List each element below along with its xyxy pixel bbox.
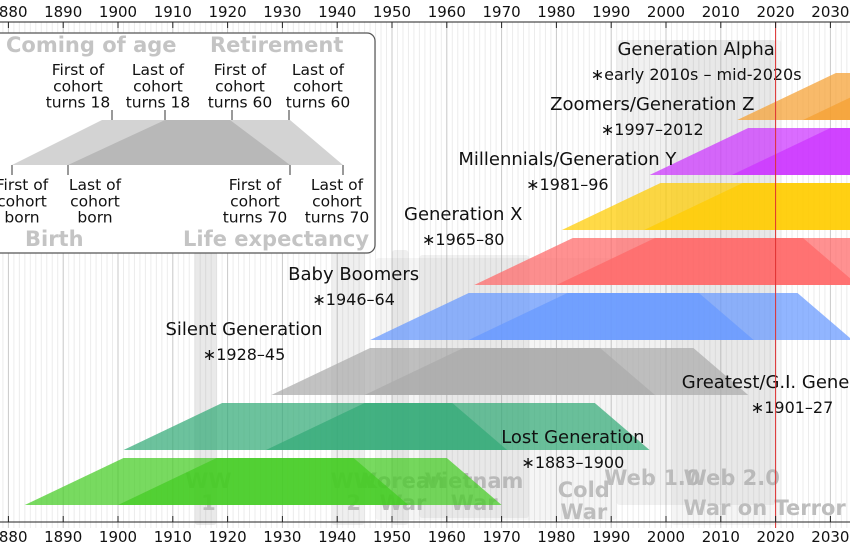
legend-box: Coming of age Retirement Birth Life expecta… [0,32,376,254]
cohort-first-shape [737,73,850,120]
event-label: Web 2.0 [684,466,780,490]
top-tick-label: 1910 [154,3,192,21]
bottom-tick-label: 1980 [537,528,575,546]
event-label: Cold War [558,478,610,524]
generation-name: Baby Boomers [288,264,419,285]
top-tick-label: 2010 [702,3,740,21]
legend-heading: Birth [25,227,84,251]
legend-overlap-shape [68,120,290,165]
top-tick-label: 1970 [483,3,521,21]
bottom-tick-label: 1880 [0,528,27,546]
bottom-tick-label: 1940 [318,528,356,546]
top-tick-label: 1950 [373,3,411,21]
event-label: War on Terror [684,496,847,520]
bottom-tick-label: 1920 [209,528,247,546]
bottom-tick-label: 1890 [44,528,82,546]
top-tick-label: 1930 [263,3,301,21]
top-tick-label: 1920 [209,3,247,21]
top-tick-label: 1900 [99,3,137,21]
bottom-tick-label: 1960 [428,528,466,546]
generation-name: Lost Generation [501,427,644,448]
year-axes: 1880 1880 1890 1890 1900 1900 1910 1910 1920 1920… [0,3,850,546]
bottom-tick-label: 2010 [702,528,740,546]
generation-dates: ∗1946–64 [312,290,394,309]
generation-name: Generation X [404,204,522,225]
generation-name: Generation Alpha [617,39,774,60]
legend-first-turns-60: First of cohort turns 60 [208,61,273,112]
generation-dates: ∗1928–45 [203,345,285,364]
bottom-tick-label: 1900 [99,528,137,546]
generation-dates: ∗1981–96 [526,175,608,194]
cohort-last-shape [731,128,850,175]
cohort-last-shape [644,183,850,230]
generation-dates: ∗early 2010s – mid-2020s [591,65,802,84]
generation-name: Zoomers/Generation Z [550,94,754,115]
generation-name: Millennials/Generation Y [458,149,677,170]
top-tick-label: 1960 [428,3,466,21]
cohort-last-shape [266,403,650,450]
bottom-tick-label: 2030 [811,528,849,546]
generation-dates: ∗1997–2012 [601,120,704,139]
top-tick-label: 2020 [757,3,795,21]
legend-heading: Coming of age [6,33,177,57]
bottom-tick-label: 1910 [154,528,192,546]
legend-first-born: First of cohort born [0,176,49,227]
top-tick-label: 1990 [592,3,630,21]
top-tick-label: 1980 [537,3,575,21]
legend-first-turns-18: First of cohort turns 18 [46,61,111,112]
event-band [194,250,217,525]
generation-name: Silent Generation [165,319,322,340]
generation-dates: ∗1965–80 [422,230,504,249]
cohort-last-shape [556,238,850,285]
legend-last-turns-18: Last of cohort turns 18 [126,61,191,112]
legend-last-turns-70: Last of cohort turns 70 [305,176,370,227]
event-label: Web 1.0 [604,466,700,490]
generation-shapes [24,73,850,505]
legend-last-born: Last of cohort born [69,176,122,227]
cohort-last-shape [118,458,502,505]
generation-dates: ∗1883–1900 [521,453,624,472]
generation-dates: ∗1901–27 [751,398,833,417]
legend-heading: Retirement [210,33,343,57]
top-tick-label: 2000 [647,3,685,21]
cohort-last-shape [803,97,850,120]
legend-last-turns-60: Last of cohort turns 60 [286,61,351,112]
bottom-tick-label: 1990 [592,528,630,546]
bottom-tick-label: 2020 [757,528,795,546]
top-tick-label: 2030 [811,3,849,21]
top-tick-label: 1940 [318,3,356,21]
legend-heading: Life expectancy [183,227,369,251]
bottom-tick-label: 2000 [647,528,685,546]
bottom-tick-label: 1970 [483,528,521,546]
legend-first-turns-70: First of cohort turns 70 [223,176,288,227]
bottom-tick-label: 1950 [373,528,411,546]
generation-name: Greatest/G.I. Generation [682,372,850,393]
cohort-last-shape [364,348,749,395]
bottom-tick-label: 1930 [263,528,301,546]
top-tick-label: 1890 [44,3,82,21]
top-tick-label: 1880 [0,3,27,21]
generation-labels: Generation Alpha ∗early 2010s – mid-2020s… [165,39,850,472]
cohort-last-shape [468,293,850,340]
